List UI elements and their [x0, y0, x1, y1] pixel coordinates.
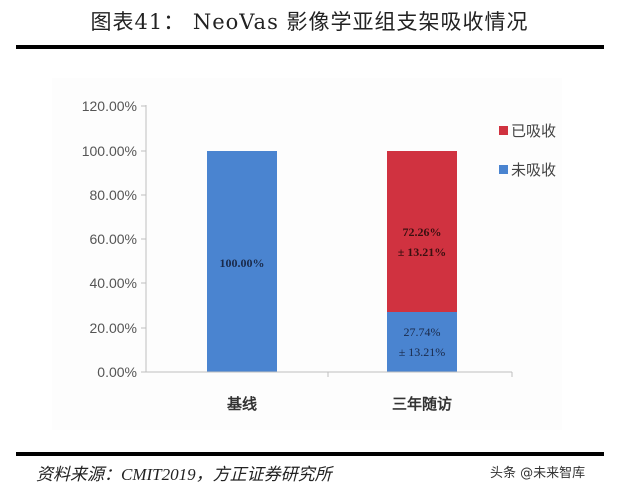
y-tick-label: 20.00%	[90, 320, 137, 336]
y-tick-label: 100.00%	[82, 143, 137, 159]
y-tick-label: 40.00%	[90, 275, 137, 291]
bar-followup-unabsorbed	[387, 312, 457, 372]
y-tick-label: 80.00%	[90, 187, 137, 203]
legend-swatch-unabsorbed	[499, 165, 508, 174]
legend-label-absorbed: 已吸收	[511, 123, 556, 140]
legend-label-unabsorbed: 未吸收	[511, 162, 556, 179]
y-tick-label: 0.00%	[97, 364, 137, 380]
source-note: 资料来源：CMIT2019，方正证券研究所	[36, 465, 332, 484]
y-tick-label: 120.00%	[82, 98, 137, 114]
x-category-label: 三年随访	[392, 395, 452, 413]
legend: 已吸收 未吸收	[499, 123, 556, 179]
data-label: 100.00%	[220, 256, 265, 270]
figure-title: 图表41： NeoVas 影像学亚组支架吸收情况	[90, 10, 529, 34]
data-label: ± 13.21%	[398, 245, 447, 259]
watermark: 头条 @未来智库	[490, 466, 586, 481]
y-tick-label: 60.00%	[90, 231, 137, 247]
bottom-rule	[16, 452, 604, 456]
data-label: 27.74%	[404, 325, 441, 339]
data-label: ± 13.21%	[399, 345, 446, 359]
x-category-label: 基线	[226, 395, 257, 413]
data-label: 72.26%	[403, 225, 442, 239]
bar-followup-absorbed	[387, 151, 457, 312]
legend-swatch-absorbed	[499, 126, 508, 135]
chart-area	[52, 78, 562, 430]
y-ticks	[141, 105, 146, 373]
y-tick-labels: 0.00% 20.00% 40.00% 60.00% 80.00% 100.00…	[82, 98, 137, 380]
bar-baseline-unabsorbed	[207, 151, 277, 372]
top-rule	[16, 45, 604, 49]
